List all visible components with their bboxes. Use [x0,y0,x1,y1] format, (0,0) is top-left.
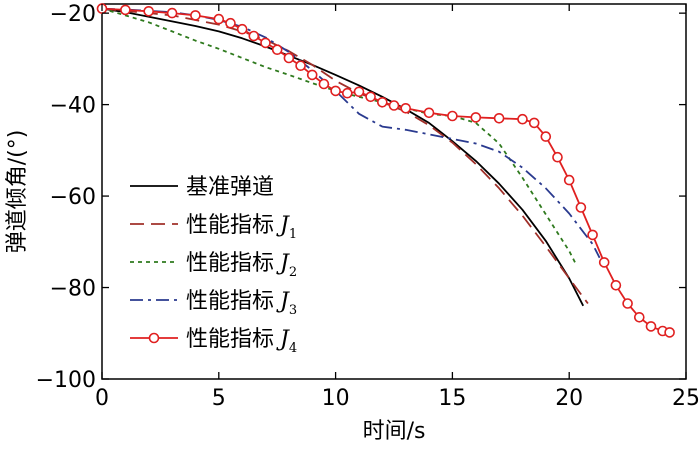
series-line-j1 [101,7,589,305]
y-tick-label: −60 [50,185,96,210]
y-tick-label: −40 [50,94,96,119]
series-point-j4 [318,78,330,90]
legend-name: 性能指标 [186,251,274,276]
legend-subscript: 2 [289,265,297,280]
legend-label: 基准弹道 [186,175,274,200]
legend-entry-j3: 性能指标 J3 [130,289,297,318]
legend-subscript: 1 [289,227,297,242]
series-point-j4 [295,60,306,71]
x-tick-label: 10 [322,386,350,411]
series-point-j4 [260,37,271,49]
series-lines [96,3,675,338]
series-point-j4 [341,87,353,99]
legend-label: 性能指标 J2 [186,251,297,280]
series-point-j4 [166,7,178,19]
series-point-j4 [493,113,505,124]
legend-subscript: 4 [289,341,297,356]
y-tick-label: −100 [36,368,96,393]
legend-marker [148,332,160,344]
series-point-j4 [143,6,154,17]
series-point-j4 [598,257,610,268]
series-point-j4 [120,4,131,16]
legend-symbol: J [276,289,290,314]
series-point-j4 [447,110,458,122]
series-point-j4 [610,279,622,291]
series-point-j4 [587,229,598,241]
x-tick-label: 0 [95,386,109,411]
legend-name: 基准弹道 [186,175,274,200]
legend-subscript: 3 [289,303,297,318]
series-point-j4 [633,311,645,323]
series-point-j4 [271,44,283,56]
series-point-j4 [225,17,236,29]
x-tick-label: 5 [212,386,226,411]
legend-entry-j2: 性能指标 J2 [130,251,297,280]
x-axis-label: 时间/s [363,419,426,444]
series-point-j4 [528,117,540,129]
legend-entry-j1: 性能指标 J1 [130,213,297,242]
series-line-j4 [101,7,670,334]
series-point-j4 [388,100,400,111]
series-point-j4 [306,69,318,81]
y-tick-label: −20 [50,2,96,27]
series-point-j4 [423,107,435,119]
x-tick-label: 25 [672,386,700,411]
series-point-j4 [330,85,341,97]
series-j4 [96,3,675,338]
legend-label: 性能指标 J1 [186,213,297,242]
axis-ticks [101,4,687,380]
series-point-j4 [190,10,201,21]
series-j2 [101,7,578,266]
legend-name: 性能指标 [186,289,274,314]
series-point-j4 [540,131,552,142]
series-point-j4 [353,86,365,98]
series-point-j4 [575,202,587,213]
y-tick-label: −80 [50,277,96,302]
series-point-j4 [563,174,575,186]
y-axis-label: 弹道倾角/(°) [5,130,30,254]
series-j1 [101,7,589,305]
legend-symbol: J [276,213,290,238]
legend-symbol: J [276,251,290,276]
series-line-baseline [101,7,585,307]
series-point-j4 [552,151,563,163]
legend-entry-j4: 性能指标 J4 [130,327,297,356]
legend-label: 性能指标 J4 [186,327,297,356]
series-point-j4 [400,103,412,114]
legend-name: 性能指标 [186,327,274,352]
x-tick-label: 20 [555,386,583,411]
legend-name: 性能指标 [186,213,274,238]
series-point-j4 [283,52,295,64]
series-point-j4 [622,298,633,309]
series-point-j4 [248,30,260,42]
plot-frame [101,3,687,380]
series-point-j4 [517,113,528,125]
legend-symbol: J [276,327,290,352]
series-line-j2 [101,7,578,266]
x-tick-label: 15 [438,386,466,411]
series-baseline [101,7,585,307]
series-point-j4 [664,327,675,338]
tick-labels: 0 5 10 15 20 25 −20 −40 −60 −80 −100 [36,2,700,411]
plot-area [96,3,687,380]
series-point-j4 [213,13,225,25]
series-point-j4 [376,97,388,108]
legend-entry-baseline: 基准弹道 [130,175,274,200]
series-point-j4 [365,91,376,103]
legend-label: 性能指标 J3 [186,289,297,318]
series-point-j4 [236,23,248,35]
series-point-j4 [645,321,657,332]
series-point-j4 [470,112,482,123]
